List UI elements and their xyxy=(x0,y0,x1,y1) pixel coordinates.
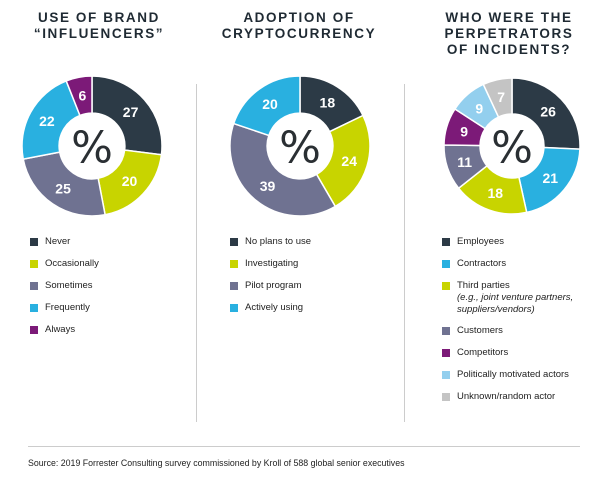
legend-swatch xyxy=(442,282,450,290)
column-divider xyxy=(196,84,197,422)
legend-cryptocurrency: No plans to use Investigating Pilot progra… xyxy=(230,236,395,324)
legend-item: Competitors xyxy=(442,347,592,359)
legend-swatch xyxy=(442,393,450,401)
legend-swatch xyxy=(230,304,238,312)
data-label: 7 xyxy=(497,89,505,105)
legend-swatch xyxy=(30,326,38,334)
legend-item: No plans to use xyxy=(230,236,395,248)
data-label: 6 xyxy=(78,87,86,103)
legend-item: Politically motivated actors xyxy=(442,369,592,381)
data-label: 18 xyxy=(320,94,336,110)
data-label: 22 xyxy=(39,113,55,129)
legend-label: Sometimes xyxy=(45,280,93,291)
percent-symbol: % xyxy=(279,123,321,174)
data-label: 9 xyxy=(475,100,483,116)
chart-title-line: USE OF BRAND xyxy=(38,10,160,25)
chart-panel-influencers: USE OF BRAND “INFLUENCERS” 27 20 25 22 6% Ne… xyxy=(0,0,198,440)
legend-item: Employees xyxy=(442,236,592,248)
percent-symbol: % xyxy=(491,123,533,174)
legend-item: Always xyxy=(30,324,195,336)
legend-label: Frequently xyxy=(45,302,90,313)
donut-segment-unknown-random-actor xyxy=(482,77,513,119)
donut-segment-never xyxy=(91,75,163,156)
legend-label: Politically motivated actors xyxy=(457,369,569,380)
legend-item: Occasionally xyxy=(30,258,195,270)
legend-item: Actively using xyxy=(230,302,395,314)
legend-item: Sometimes xyxy=(30,280,195,292)
chart-panel-perpetrators: WHO WERE THE PERPETRATORS OF INCIDENTS? … xyxy=(402,0,600,440)
legend-swatch xyxy=(30,282,38,290)
data-label: 9 xyxy=(460,123,468,139)
legend-item: Contractors xyxy=(442,258,592,270)
legend-label: Investigating xyxy=(245,258,299,269)
column-divider xyxy=(404,84,405,422)
chart-title-line: CRYPTOCURRENCY xyxy=(221,26,377,41)
data-label: 20 xyxy=(262,96,278,112)
donut-segment-sometimes xyxy=(22,151,106,217)
legend-swatch xyxy=(442,260,450,268)
data-label: 20 xyxy=(122,173,138,189)
data-label: 25 xyxy=(55,181,71,197)
chart-title-line: “INFLUENCERS” xyxy=(33,26,165,41)
chart-title-line: PERPETRATORS xyxy=(444,26,574,41)
legend-swatch xyxy=(30,260,38,268)
chart-title-line: OF INCIDENTS? xyxy=(446,42,572,57)
legend-swatch xyxy=(442,349,450,357)
legend-label: Competitors xyxy=(457,347,509,358)
legend-item: Never xyxy=(30,236,195,248)
chart-title: WHO WERE THE PERPETRATORS OF INCIDENTS? xyxy=(410,10,600,58)
donut-chart-cryptocurrency: 18 24 39 20% xyxy=(229,75,371,217)
legend-swatch xyxy=(230,260,238,268)
legend-influencers: Never Occasionally Sometimes Frequently Alwa… xyxy=(30,236,195,346)
legend-swatch xyxy=(230,238,238,246)
legend-item: Unknown/random actor xyxy=(442,391,592,403)
donut-chart-influencers: 27 20 25 22 6% xyxy=(21,75,163,217)
legend-item: Investigating xyxy=(230,258,395,270)
legend-label: No plans to use xyxy=(245,236,312,247)
data-label: 39 xyxy=(260,178,276,194)
donut-segment-always xyxy=(65,75,93,117)
data-label: 21 xyxy=(542,170,558,186)
chart-title: ADOPTION OF CRYPTOCURRENCY xyxy=(200,10,398,42)
legend-label: Employees xyxy=(457,236,504,247)
legend-label: Third parties xyxy=(457,280,510,291)
legend-label: Never xyxy=(45,236,71,247)
data-label: 24 xyxy=(341,153,357,169)
data-label: 27 xyxy=(123,104,139,120)
data-label: 26 xyxy=(540,103,556,119)
donut-segment-pilot-program xyxy=(229,122,337,217)
legend-swatch xyxy=(442,327,450,335)
chart-title-line: ADOPTION OF xyxy=(243,10,355,25)
percent-symbol: % xyxy=(71,123,113,174)
legend-label: Contractors xyxy=(457,258,507,269)
legend-item: Frequently xyxy=(30,302,195,314)
footer-rule xyxy=(28,446,580,447)
legend-label: Always xyxy=(45,324,76,335)
legend-swatch xyxy=(30,238,38,246)
donut-segment-actively-using xyxy=(232,75,301,137)
donut-segment-employees xyxy=(511,77,581,150)
legend-swatch xyxy=(30,304,38,312)
source-note: Source: 2019 Forrester Consulting survey… xyxy=(28,458,405,468)
legend-perpetrators: Employees Contractors Third parties (e.g., … xyxy=(442,236,592,413)
legend-label: Pilot program xyxy=(245,280,302,291)
legend-swatch xyxy=(230,282,238,290)
legend-label: Actively using xyxy=(245,302,304,313)
chart-title: USE OF BRAND “INFLUENCERS” xyxy=(0,10,198,42)
legend-item: Customers xyxy=(442,325,592,337)
legend-item: Pilot program xyxy=(230,280,395,292)
legend-label: Occasionally xyxy=(45,258,99,269)
legend-item: Third parties (e.g., joint venture partne… xyxy=(442,280,592,316)
data-label: 11 xyxy=(457,154,472,170)
chart-title-line: WHO WERE THE xyxy=(445,10,573,25)
legend-swatch xyxy=(442,238,450,246)
legend-label: Unknown/random actor xyxy=(457,391,556,402)
legend-label: Customers xyxy=(457,325,503,336)
legend-swatch xyxy=(442,371,450,379)
data-label: 18 xyxy=(487,185,503,201)
legend-sublabel: (e.g., joint venture partners, suppliers… xyxy=(457,292,574,315)
chart-panel-cryptocurrency: ADOPTION OF CRYPTOCURRENCY 18 24 39 20% No … xyxy=(200,0,398,440)
